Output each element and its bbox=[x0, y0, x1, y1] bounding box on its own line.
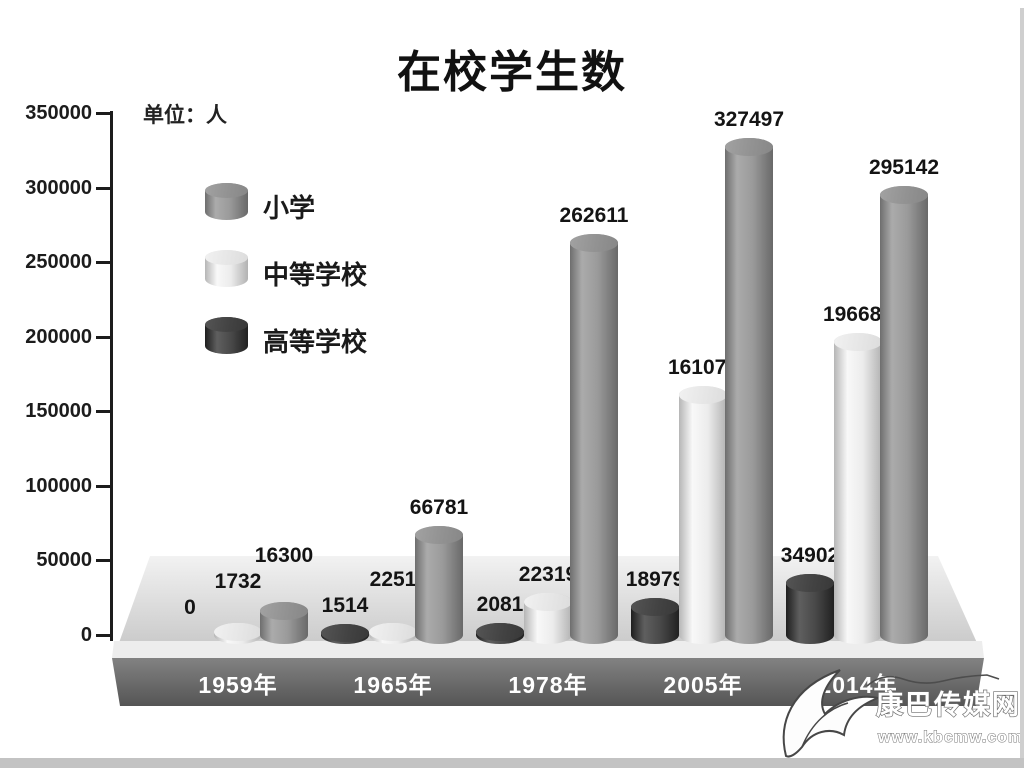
y-axis-line bbox=[110, 111, 113, 641]
unit-label: 单位：人 bbox=[143, 104, 227, 127]
watermark: 康巴传媒网 www.kbcmw.com bbox=[782, 669, 1023, 758]
platform-front-rim bbox=[112, 641, 984, 658]
y-tick bbox=[96, 112, 110, 115]
bar-value-label: 1732 bbox=[214, 570, 262, 593]
bar-cylinder bbox=[570, 234, 618, 644]
watermark-signature-squiggle bbox=[866, 674, 1000, 687]
y-tick-label: 250000 bbox=[25, 251, 92, 274]
y-tick-label: 100000 bbox=[25, 474, 92, 497]
y-tick bbox=[96, 410, 110, 414]
bar-value-label: 22319 bbox=[518, 562, 578, 586]
y-tick bbox=[96, 186, 110, 190]
screenshot-bottom-border bbox=[0, 758, 1024, 768]
platform-front-face bbox=[112, 658, 984, 706]
kbcmw-leaf-vein bbox=[801, 702, 849, 748]
y-tick-label: 350000 bbox=[25, 102, 92, 124]
bar-cylinder bbox=[524, 592, 572, 644]
x-category-label: 1965年 bbox=[353, 672, 433, 698]
y-tick bbox=[96, 484, 110, 488]
chart-title: 在校学生数 bbox=[397, 48, 627, 97]
bar-cylinder bbox=[415, 526, 463, 644]
bar-cylinder bbox=[786, 573, 834, 644]
legend-label: 高等学校 bbox=[263, 327, 368, 357]
bar-cylinder bbox=[679, 385, 727, 644]
bar-cylinder bbox=[321, 623, 369, 644]
legend-marker-dark-cylinder bbox=[205, 317, 248, 354]
y-tick-label: 150000 bbox=[25, 400, 92, 423]
bar-cylinder bbox=[880, 185, 928, 644]
bar-value-label: 262611 bbox=[559, 204, 629, 228]
legend-marker-light-cylinder bbox=[205, 250, 248, 287]
bar-value-label: 18979 bbox=[625, 567, 685, 591]
screenshot-right-border bbox=[1020, 8, 1024, 768]
bar-value-label: 2251 bbox=[369, 567, 417, 591]
bar-value-label: 66781 bbox=[409, 496, 469, 520]
bar-cylinder bbox=[214, 623, 262, 644]
bar-cylinder bbox=[834, 332, 882, 644]
kbcmw-leaf-logo bbox=[782, 669, 882, 758]
x-category-label: 1978年 bbox=[508, 672, 588, 698]
bar-value-label: 327497 bbox=[713, 107, 785, 131]
bar-cylinder bbox=[369, 622, 417, 644]
y-tick bbox=[96, 559, 110, 563]
watermark-site-url: www.kbcmw.com bbox=[877, 729, 1023, 746]
bar-cylinder bbox=[725, 137, 773, 644]
y-tick-label: 0 bbox=[80, 624, 92, 646]
bar-value-label: 1514 bbox=[321, 593, 369, 617]
bar-value-label: 196683 bbox=[822, 302, 894, 326]
y-tick bbox=[96, 335, 110, 339]
y-tick-label: 50000 bbox=[36, 549, 92, 572]
bar-cylinder bbox=[476, 622, 524, 644]
legend-label: 小学 bbox=[263, 193, 316, 223]
bar-value-label: 295142 bbox=[868, 155, 940, 179]
legend-marker-gray-cylinder bbox=[205, 183, 248, 220]
watermark-site-name: 康巴传媒网 bbox=[876, 689, 1021, 720]
bar-value-label: 34902 bbox=[780, 543, 840, 567]
y-tick-label: 200000 bbox=[25, 325, 92, 348]
y-tick bbox=[96, 261, 110, 265]
x-category-label: 2005年 bbox=[663, 672, 743, 698]
bar-cylinder bbox=[631, 597, 679, 644]
y-tick bbox=[96, 634, 110, 637]
y-tick-label: 300000 bbox=[25, 176, 92, 199]
bar-value-label: 16300 bbox=[254, 544, 314, 567]
bar-value-label: 2081 bbox=[476, 592, 524, 616]
bar-value-label: 161075 bbox=[667, 355, 739, 379]
bar-cylinder bbox=[260, 601, 308, 644]
x-category-label: 1959年 bbox=[198, 672, 278, 698]
legend-label: 中等学校 bbox=[263, 260, 368, 290]
bar-value-label: 0 bbox=[184, 596, 196, 619]
